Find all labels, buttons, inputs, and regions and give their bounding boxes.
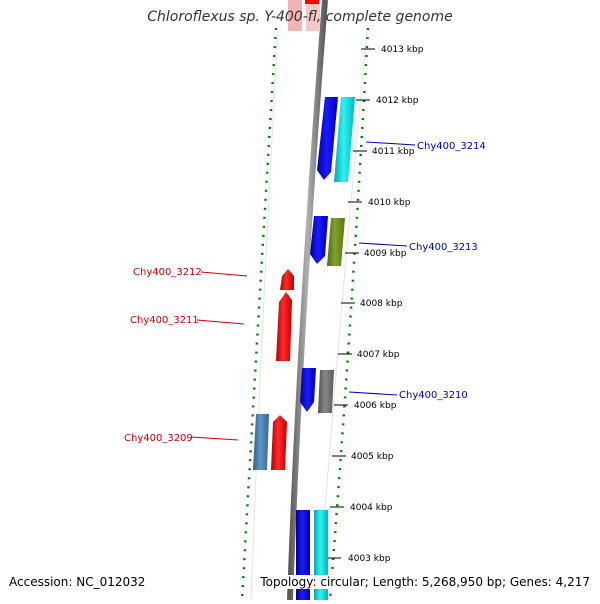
outer-dotted-ring (328, 27, 370, 601)
tick-label: 4003 kbp (348, 554, 391, 564)
gene-chy400-3211-forward[interactable] (276, 292, 292, 361)
scale-ticks (327, 48, 375, 559)
gene-label-chy400-3213[interactable]: Chy400_3213 (409, 242, 478, 253)
accession-text: Accession: NC_012032 (9, 575, 146, 589)
gene-faded[interactable] (288, 0, 302, 31)
tick-label: 4012 kbp (376, 96, 419, 106)
tick-label: 4007 kbp (357, 350, 400, 360)
leader-line-chy400-3210 (348, 391, 398, 396)
scale-tick-labels: 4013 kbp 4012 kbp 4011 kbp 4010 kbp 4009… (348, 45, 424, 564)
gene-chy400-3214-companion[interactable] (334, 97, 355, 182)
genome-summary-text: Topology: circular; Length: 5,268,950 bp… (258, 575, 590, 589)
tick-label: 4013 kbp (381, 45, 424, 55)
leader-line-chy400-3209 (190, 436, 239, 441)
gene-faded[interactable] (306, 0, 320, 31)
gene-chy400-3209-companion[interactable] (253, 414, 269, 470)
gene-chy400-3214-reverse[interactable] (317, 97, 338, 180)
gene-label-chy400-3212[interactable]: Chy400_3212 (133, 267, 202, 278)
gene-chy400-3212-forward[interactable] (280, 269, 294, 290)
leader-line-chy400-3214 (365, 141, 416, 146)
gene-chy400-3210-reverse[interactable] (300, 368, 316, 412)
inner-dotted-ring (240, 27, 278, 601)
leader-line-chy400-3213 (358, 242, 408, 247)
tick-label: 4008 kbp (360, 299, 403, 309)
gene-chy400-3209-forward[interactable] (271, 415, 287, 470)
genome-backbone (287, 0, 328, 601)
leader-line-chy400-3212 (200, 271, 248, 277)
gene-label-chy400-3211[interactable]: Chy400_3211 (130, 315, 199, 326)
tick-label: 4004 kbp (350, 503, 393, 513)
tick-label: 4005 kbp (351, 452, 394, 462)
leader-line-chy400-3211 (196, 319, 245, 325)
gene-forward-partial[interactable] (305, 0, 319, 4)
tick-label: 4006 kbp (354, 401, 397, 411)
tick-label: 4009 kbp (364, 249, 407, 259)
gene-label-chy400-3209[interactable]: Chy400_3209 (124, 433, 193, 444)
gene-chy400-3210-companion[interactable] (318, 370, 334, 413)
gene-chy400-3213-companion[interactable] (327, 218, 345, 266)
inner-guide-line (250, 29, 279, 601)
gene-label-chy400-3214[interactable]: Chy400_3214 (417, 141, 486, 152)
gene-label-chy400-3210[interactable]: Chy400_3210 (399, 390, 468, 401)
gene-chy400-3213-reverse[interactable] (310, 216, 328, 264)
genome-title: Chloroflexus sp. Y-400-fl, complete geno… (147, 9, 453, 25)
tick-label: 4010 kbp (368, 198, 411, 208)
tick-label: 4011 kbp (372, 147, 415, 157)
